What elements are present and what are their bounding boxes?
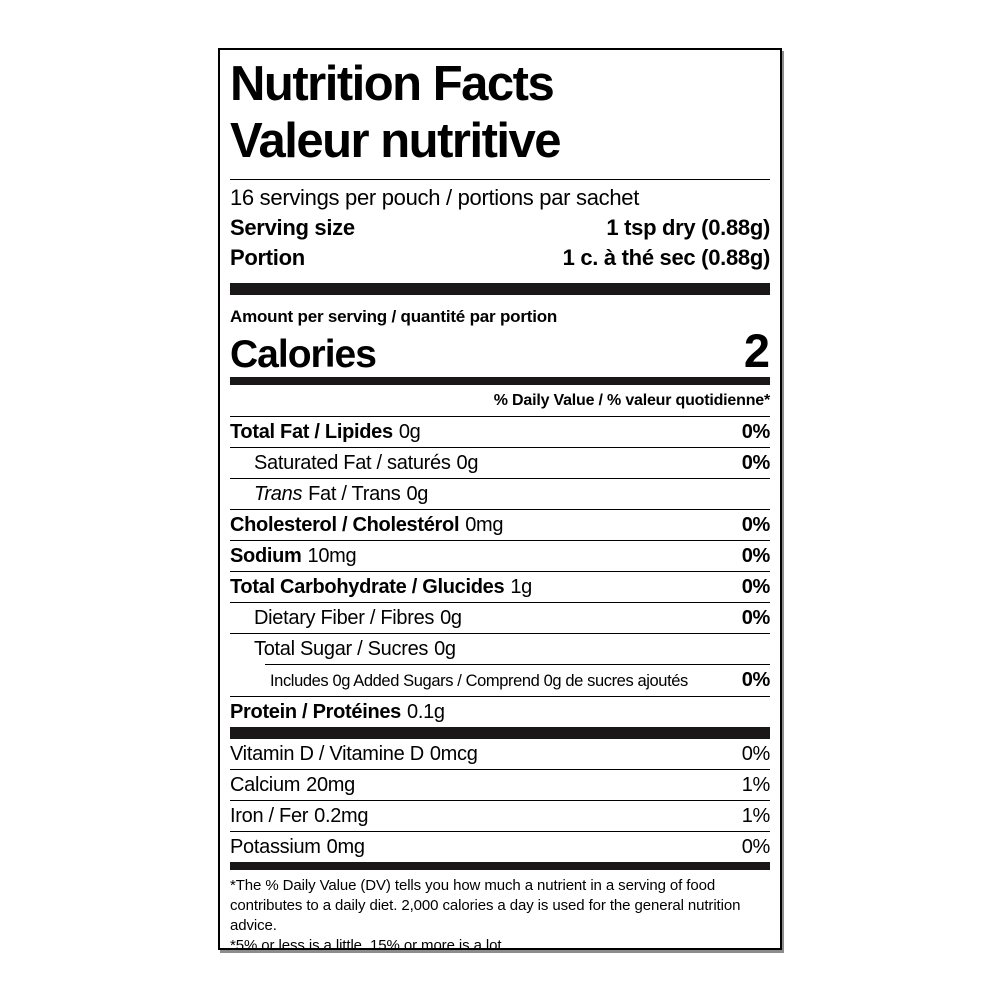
divider-thin (230, 179, 770, 180)
portion-row: Portion 1 c. à thé sec (0.88g) (230, 243, 770, 273)
nutrient-row-total-sugar: Total Sugar / Sucres 0g (230, 633, 770, 664)
nutrient-amount: 10mg (307, 545, 357, 567)
daily-value-header: % Daily Value / % valeur quotidienne* (493, 392, 770, 409)
nutrient-row-total-fat: Total Fat / Lipides 0g 0% (230, 416, 770, 447)
nutrient-amount: 0g (440, 607, 462, 629)
nutrient-label-italic: Trans (254, 483, 303, 505)
nutrient-row-carbohydrate: Total Carbohydrate / Glucides 1g 0% (230, 571, 770, 602)
nutrient-dv: 0% (741, 669, 771, 691)
divider-medium (230, 862, 770, 870)
nutrient-row-trans-fat: Trans Fat / Trans 0g (230, 478, 770, 509)
nutrient-amount: 0g (456, 452, 479, 474)
nutrient-row-protein: Protein / Protéines 0.1g (230, 696, 770, 727)
nutrient-label: Protein / Protéines (230, 701, 402, 723)
footnotes-section: *The % Daily Value (DV) tells you how mu… (230, 876, 770, 950)
nutrient-amount: 0g (434, 638, 456, 660)
divider-thick (230, 283, 770, 295)
nutrient-row-sodium: Sodium 10mg 0% (230, 540, 770, 571)
nutrient-label: Total Fat / Lipides (230, 421, 393, 443)
micronutrient-row-potassium: Potassium 0mg 0% (230, 831, 770, 862)
nutrient-label: Dietary Fiber / Fibres (254, 607, 435, 629)
nutrient-amount: 0.2mg (314, 805, 369, 827)
nutrient-amount: 0mg (465, 514, 504, 536)
nutrient-dv: 0% (741, 576, 771, 598)
portion-label: Portion (230, 245, 305, 270)
nutrient-dv: 1% (741, 805, 771, 827)
divider-indented (265, 664, 770, 665)
label-title-english: Nutrition Facts (230, 57, 555, 111)
nutrient-amount: 0mcg (429, 743, 478, 765)
nutrient-amount: 0g (406, 483, 429, 505)
calories-value: 2 (743, 324, 770, 377)
nutrient-amount: 20mg (306, 774, 355, 796)
nutrient-dv: 0% (741, 836, 771, 858)
nutrient-amount: 0g (398, 421, 421, 443)
nutrient-dv: 1% (741, 774, 771, 796)
nutrient-label: Vitamin D / Vitamine D (230, 743, 424, 765)
nutrition-facts-label: Nutrition Facts Valeur nutritive 16 serv… (218, 48, 782, 950)
calories-label: Calories (230, 333, 377, 376)
nutrient-row-cholesterol: Cholesterol / Cholestérol 0mg 0% (230, 509, 770, 540)
nutrient-row-dietary-fiber: Dietary Fiber / Fibres 0g 0% (230, 602, 770, 633)
calories-row: Calories 2 (230, 324, 770, 377)
micronutrient-row-vitamin-d: Vitamin D / Vitamine D 0mcg 0% (230, 739, 770, 769)
nutrient-label: Includes 0g Added Sugars / Comprend 0g d… (270, 672, 688, 690)
nutrient-amount: 0mg (326, 836, 365, 858)
divider-medium (230, 377, 770, 385)
nutrient-dv: 0% (741, 607, 771, 629)
serving-size-label: Serving size (230, 215, 355, 240)
serving-size-value: 1 tsp dry (0.88g) (606, 215, 770, 240)
nutrient-dv: 0% (741, 452, 771, 474)
serving-size-row: Serving size 1 tsp dry (0.88g) (230, 213, 770, 243)
nutrient-row-saturated-fat: Saturated Fat / saturés 0g 0% (230, 447, 770, 478)
nutrient-amount: 0.1g (407, 701, 445, 723)
nutrient-label: Fat / Trans (308, 483, 401, 505)
nutrient-dv: 0% (741, 743, 771, 765)
portion-value: 1 c. à thé sec (0.88g) (562, 245, 771, 270)
nutrient-amount: 1g (510, 576, 532, 598)
micronutrient-row-iron: Iron / Fer 0.2mg 1% (230, 800, 770, 831)
nutrient-dv: 0% (741, 514, 771, 536)
nutrient-label: Cholesterol / Cholestérol (230, 514, 460, 536)
nutrient-label: Calcium (230, 774, 301, 796)
servings-per-container: 16 servings per pouch / portions par sac… (230, 185, 640, 210)
label-title-french: Valeur nutritive (230, 114, 562, 168)
nutrient-label: Sodium (230, 545, 302, 567)
footnote-little-lot-english: *5% or less is a little, 15% or more is … (230, 937, 506, 950)
divider-thick (230, 727, 770, 739)
footnote-daily-value: *The % Daily Value (DV) tells you how mu… (230, 877, 741, 934)
nutrient-dv: 0% (741, 545, 771, 567)
nutrient-label: Total Sugar / Sucres (254, 638, 429, 660)
nutrient-label: Iron / Fer (230, 805, 309, 827)
nutrient-label: Total Carbohydrate / Glucides (230, 576, 505, 598)
micronutrient-row-calcium: Calcium 20mg 1% (230, 769, 770, 800)
amount-per-serving: Amount per serving / quantité par portio… (230, 307, 558, 326)
nutrient-label: Potassium (230, 836, 321, 858)
nutrient-dv: 0% (741, 421, 771, 443)
nutrient-row-added-sugars: Includes 0g Added Sugars / Comprend 0g d… (230, 665, 770, 696)
nutrient-label: Saturated Fat / saturés (254, 452, 451, 474)
